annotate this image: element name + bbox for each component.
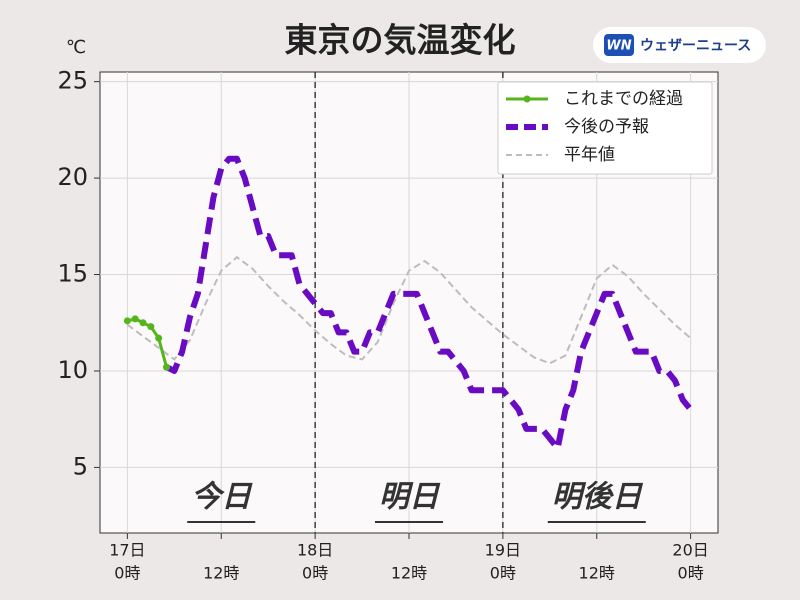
- day-label: 今日: [191, 480, 253, 515]
- logo-frame: [593, 27, 766, 63]
- day-label: 明日: [379, 480, 441, 515]
- series-marker: [123, 317, 131, 325]
- legend-label: 平年値: [564, 145, 615, 165]
- y-tick-label: 20: [57, 163, 88, 191]
- x-tick-label: 19日: [485, 541, 521, 560]
- logo-badge: [604, 34, 634, 56]
- y-tick-label: 25: [57, 67, 88, 95]
- x-tick-label: 12時: [391, 564, 427, 583]
- x-tick-label: 17日: [109, 541, 145, 560]
- grid: 5 10 15 20 25 17日 0時 12時 18日 0時 12時 19日 0時 12時 20日 0時 今日…: [57, 67, 718, 583]
- series-marker: [147, 323, 155, 331]
- series-line: [126, 256, 692, 365]
- logo-mark: WN: [606, 39, 631, 54]
- x-tick-label: 12時: [579, 564, 615, 583]
- x-tick-label: 12時: [203, 564, 239, 583]
- legend-marker: [523, 95, 531, 103]
- legend-label: 今後の予報: [564, 117, 649, 137]
- y-tick-label: 5: [73, 452, 88, 480]
- series-marker: [162, 363, 170, 371]
- x-tick-sublabel: 0時: [114, 564, 140, 583]
- day-label: 明後日: [552, 480, 644, 515]
- x-tick-label: 18日: [297, 541, 333, 560]
- x-tick-sublabel: 0時: [490, 564, 516, 583]
- legend-label: これまでの経過: [564, 89, 683, 109]
- x-tick-sublabel: 0時: [678, 564, 704, 583]
- legend-frame: [497, 81, 713, 175]
- series-marker: [139, 319, 147, 327]
- series-line: [165, 155, 693, 452]
- chart-title: 東京の気温変化: [285, 21, 516, 60]
- series-marker: [155, 334, 163, 342]
- y-tick-label: 10: [57, 356, 88, 384]
- logo-text: ウェザーニュース: [640, 38, 751, 54]
- y-tick-label: 15: [57, 260, 88, 288]
- x-tick-label: 20日: [672, 541, 708, 560]
- series-marker: [131, 315, 139, 323]
- marks: [123, 155, 693, 452]
- y-unit: ℃: [66, 37, 86, 58]
- x-tick-sublabel: 0時: [302, 564, 328, 583]
